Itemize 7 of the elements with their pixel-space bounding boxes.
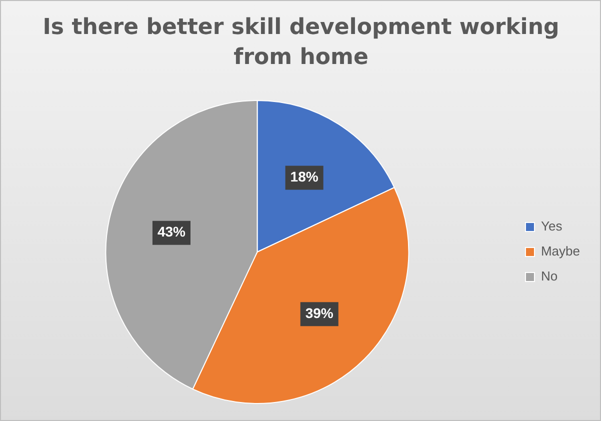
data-label: 43% [157,224,186,240]
data-label: 39% [305,304,334,321]
legend-label: Maybe [540,244,580,259]
data-label: 18% [290,168,319,185]
legend-label: Yes [540,218,563,234]
legend-label: No [540,268,558,284]
chart-title: Is there better skill development working from home [42,14,560,72]
